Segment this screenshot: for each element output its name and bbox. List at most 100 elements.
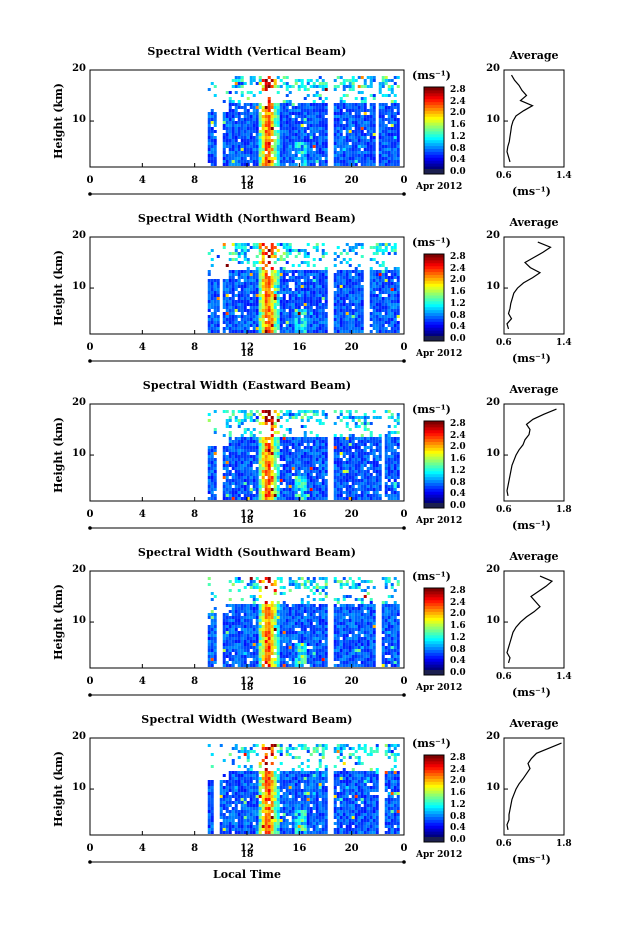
heatmap-cell xyxy=(270,318,274,321)
heatmap-cell xyxy=(306,649,310,652)
heatmap-cell xyxy=(243,637,247,640)
heatmap-cell xyxy=(246,330,250,333)
heatmap-cell xyxy=(234,133,238,136)
heatmap-cell xyxy=(294,658,298,661)
heatmap-cell xyxy=(207,136,211,139)
heatmap-cell xyxy=(285,133,289,136)
heatmap-cell xyxy=(393,267,397,270)
x-tick-label: 16 xyxy=(292,175,307,186)
heatmap-cell xyxy=(393,497,397,500)
heatmap-cell xyxy=(252,601,256,604)
heatmap-cell xyxy=(264,157,268,160)
heatmap-cell xyxy=(312,115,316,118)
heatmap-cell xyxy=(378,440,382,443)
heatmap-cell xyxy=(318,497,322,500)
heatmap-cell xyxy=(294,249,298,252)
heatmap-cell xyxy=(306,410,310,413)
heatmap-cell xyxy=(297,485,301,488)
heatmap-cell xyxy=(309,139,313,142)
heatmap-cell xyxy=(231,479,235,482)
heatmap-cell xyxy=(390,145,394,148)
heatmap-cell xyxy=(243,133,247,136)
heatmap-cell xyxy=(285,610,289,613)
heatmap-cell xyxy=(213,631,217,634)
heatmap-cell xyxy=(255,482,259,485)
heatmap-cell xyxy=(297,303,301,306)
heatmap-cell xyxy=(282,282,286,285)
heatmap-cell xyxy=(294,631,298,634)
heatmap-cell xyxy=(396,494,400,497)
colorbar-tick-label: 1.6 xyxy=(450,287,466,298)
heatmap-cell xyxy=(264,461,268,464)
heatmap-cell xyxy=(267,321,271,324)
heatmap-cell xyxy=(258,115,262,118)
heatmap-cell xyxy=(258,643,262,646)
heatmap-cell xyxy=(237,643,241,646)
heatmap-cell xyxy=(387,252,391,255)
heatmap-cell xyxy=(207,306,211,309)
heatmap-cell xyxy=(273,610,277,613)
heatmap-cell xyxy=(282,294,286,297)
heatmap-cell xyxy=(387,470,391,473)
heatmap-cell xyxy=(369,464,373,467)
heatmap-cell xyxy=(321,249,325,252)
heatmap-cell xyxy=(222,279,226,282)
heatmap-cell xyxy=(276,616,280,619)
heatmap-cell xyxy=(273,148,277,151)
heatmap-cell xyxy=(213,112,217,115)
heatmap-cell xyxy=(369,94,373,97)
heatmap-cell xyxy=(315,458,319,461)
heatmap-cell xyxy=(225,664,229,667)
heatmap-cell xyxy=(345,160,349,163)
heatmap-cell xyxy=(228,649,232,652)
heatmap-cell xyxy=(303,434,307,437)
heatmap-cell xyxy=(273,291,277,294)
heatmap-cell xyxy=(309,631,313,634)
heatmap-cell xyxy=(372,312,376,315)
heatmap-cell xyxy=(252,494,256,497)
heatmap-cell xyxy=(234,619,238,622)
heatmap-cell xyxy=(342,318,346,321)
heatmap-cell xyxy=(354,327,358,330)
heatmap-cell xyxy=(222,291,226,294)
heatmap-cell xyxy=(207,419,211,422)
heatmap-cell xyxy=(210,285,214,288)
heatmap-cell xyxy=(285,246,289,249)
heatmap-cell xyxy=(285,461,289,464)
heatmap-cell xyxy=(345,443,349,446)
heatmap-cell xyxy=(345,321,349,324)
heatmap-cell xyxy=(228,252,232,255)
heatmap-cell xyxy=(303,625,307,628)
heatmap-cell xyxy=(288,133,292,136)
heatmap-cell xyxy=(264,160,268,163)
heatmap-cell xyxy=(270,112,274,115)
heatmap-cell xyxy=(213,634,217,637)
heatmap-cell xyxy=(345,163,349,166)
heatmap-cell xyxy=(387,142,391,145)
average-frame xyxy=(503,403,565,502)
heatmap-cell xyxy=(267,154,271,157)
heatmap-cell xyxy=(288,85,292,88)
heatmap-cell xyxy=(324,473,328,476)
heatmap-cell xyxy=(360,452,364,455)
heatmap-cell xyxy=(315,288,319,291)
colorbar-unit: (ms⁻¹) xyxy=(412,236,451,249)
heatmap-cell xyxy=(324,285,328,288)
heatmap-cell xyxy=(249,583,253,586)
heatmap-cell xyxy=(237,479,241,482)
heatmap-cell xyxy=(339,449,343,452)
heatmap-cell xyxy=(237,85,241,88)
heatmap-cell xyxy=(393,491,397,494)
heatmap-cell xyxy=(252,664,256,667)
heatmap-cell xyxy=(210,628,214,631)
heatmap-cell xyxy=(309,127,313,130)
heatmap-cell xyxy=(369,497,373,500)
heatmap-cell xyxy=(360,279,364,282)
heatmap-cell xyxy=(354,282,358,285)
heatmap-cell xyxy=(285,249,289,252)
heatmap-cell xyxy=(273,628,277,631)
heatmap-cell xyxy=(279,309,283,312)
heatmap-cell xyxy=(390,455,394,458)
heatmap-cell xyxy=(291,109,295,112)
heatmap-cell xyxy=(333,491,337,494)
